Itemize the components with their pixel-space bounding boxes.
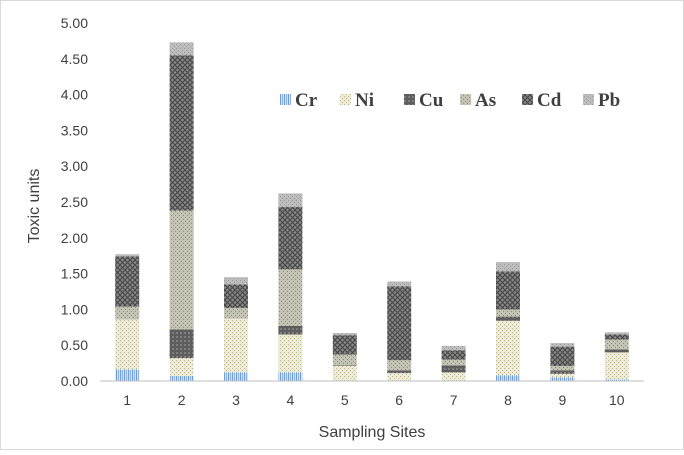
bar-segment-pb-site-9 — [550, 343, 575, 347]
y-tick-label: 2.00 — [61, 230, 88, 246]
bar-segment-cu-site-7 — [441, 365, 466, 373]
y-tick-label: 2.50 — [61, 194, 88, 210]
bar-segment-cd-site-1 — [115, 256, 140, 307]
legend-label-ni: Ni — [355, 90, 374, 111]
bar-segment-as-site-3 — [224, 307, 248, 319]
legend-label-cd: Cd — [537, 90, 562, 111]
y-tick-label: 0.50 — [61, 337, 88, 353]
bar-segment-pb-site-1 — [115, 254, 140, 257]
bar-segment-cr-site-8 — [496, 375, 520, 381]
bar-segment-ni-site-4 — [278, 334, 303, 373]
bar-segment-cd-site-9 — [550, 346, 575, 366]
bar-segment-cd-site-7 — [441, 350, 466, 360]
bar-segment-cd-site-3 — [224, 284, 248, 308]
legend-swatch-cr — [280, 94, 291, 105]
bar-segment-cd-site-6 — [387, 286, 412, 361]
y-tick-label: 3.00 — [61, 158, 88, 174]
bar-segment-cu-site-4 — [278, 325, 303, 335]
x-axis-ticks: 1 2 3 4 5 6 7 8 9 10 — [123, 392, 624, 408]
x-axis-title: Sampling Sites — [319, 424, 426, 441]
bar-segment-pb-site-10 — [604, 332, 629, 335]
bar-segment-ni-site-1 — [115, 319, 140, 370]
bar-segment-ni-site-8 — [496, 320, 520, 376]
bar-segment-ni-site-6 — [387, 373, 412, 381]
bar-segment-cd-site-2 — [169, 55, 194, 211]
bar-segment-cd-site-4 — [278, 207, 303, 270]
bar-segment-ni-site-3 — [224, 318, 248, 373]
bar-segment-cu-site-8 — [496, 316, 520, 321]
bar-segment-cu-site-5 — [332, 365, 357, 366]
bar-segment-ni-site-5 — [332, 365, 357, 381]
bar-segment-cu-site-10 — [604, 349, 629, 353]
y-axis-title: Toxic units — [26, 169, 43, 244]
x-tick-label: 3 — [232, 392, 240, 408]
bar-segment-ni-site-9 — [550, 373, 575, 378]
bar-segment-pb-site-6 — [387, 281, 412, 287]
bar-segment-ni-site-2 — [169, 358, 194, 376]
legend-swatch-ni — [340, 94, 351, 105]
y-tick-label: 3.50 — [61, 122, 88, 138]
x-tick-label: 6 — [395, 392, 403, 408]
x-tick-label: 9 — [559, 392, 567, 408]
bar-segment-cr-site-2 — [169, 375, 194, 381]
bar-segment-pb-site-7 — [441, 345, 466, 351]
legend-swatch-pb — [583, 94, 594, 105]
bar-segment-pb-site-8 — [496, 262, 520, 272]
bar-segment-ni-site-10 — [604, 352, 629, 380]
bar-segment-cd-site-10 — [604, 334, 629, 340]
bar-segment-as-site-1 — [115, 306, 140, 320]
bar-segment-cd-site-8 — [496, 271, 520, 310]
bar-segment-as-site-2 — [169, 210, 194, 330]
bar-segment-cr-site-1 — [115, 369, 140, 381]
legend: Cr Ni Cu As Cd Pb — [280, 90, 620, 111]
bar-segment-cr-site-4 — [278, 372, 303, 381]
legend-swatch-cu — [404, 94, 415, 105]
y-tick-label: 4.00 — [61, 87, 88, 103]
bar-segment-as-site-6 — [387, 360, 412, 371]
bar-segment-cr-site-10 — [604, 379, 629, 381]
bar-segment-cu-site-2 — [169, 329, 194, 359]
x-tick-label: 8 — [504, 392, 512, 408]
y-tick-label: 1.50 — [61, 266, 88, 282]
bar-segment-pb-site-2 — [169, 42, 194, 56]
legend-swatch-as — [460, 94, 471, 105]
bar-segment-as-site-10 — [604, 339, 629, 350]
x-tick-label: 7 — [450, 392, 458, 408]
y-tick-label: 5.00 — [61, 15, 88, 31]
y-tick-label: 1.00 — [61, 301, 88, 317]
x-tick-label: 4 — [287, 392, 295, 408]
y-tick-label: 0.00 — [61, 373, 88, 389]
y-axis-ticks: 0.00 0.50 1.00 1.50 2.00 2.50 3.00 3.50 4.00 4.50… — [61, 15, 88, 389]
bar-segment-cr-site-9 — [550, 377, 575, 381]
x-tick-label: 5 — [341, 392, 349, 408]
bar-segment-as-site-7 — [441, 359, 466, 366]
bar-segment-pb-site-5 — [332, 333, 357, 336]
legend-label-cu: Cu — [419, 90, 444, 111]
x-tick-label: 1 — [123, 392, 131, 408]
x-tick-label: 2 — [178, 392, 186, 408]
bar-segment-pb-site-4 — [278, 193, 303, 208]
bar-segment-as-site-9 — [550, 365, 575, 371]
x-tick-label: 10 — [609, 392, 625, 408]
legend-label-pb: Pb — [598, 90, 620, 111]
bar-segment-cd-site-5 — [332, 335, 357, 355]
legend-swatch-cd — [522, 94, 533, 105]
bar-segment-as-site-4 — [278, 269, 303, 326]
bar-segment-ni-site-7 — [441, 372, 466, 381]
bar-segment-as-site-5 — [332, 354, 357, 366]
legend-label-as: As — [475, 90, 496, 111]
bar-segment-cu-site-9 — [550, 370, 575, 374]
bar-segment-cu-site-6 — [387, 370, 412, 374]
bar-segment-pb-site-3 — [224, 277, 248, 285]
legend-label-cr: Cr — [295, 90, 318, 111]
bar-segment-cr-site-3 — [224, 372, 248, 381]
y-tick-label: 4.50 — [61, 51, 88, 67]
bars — [115, 42, 629, 381]
bar-segment-as-site-8 — [496, 309, 520, 317]
